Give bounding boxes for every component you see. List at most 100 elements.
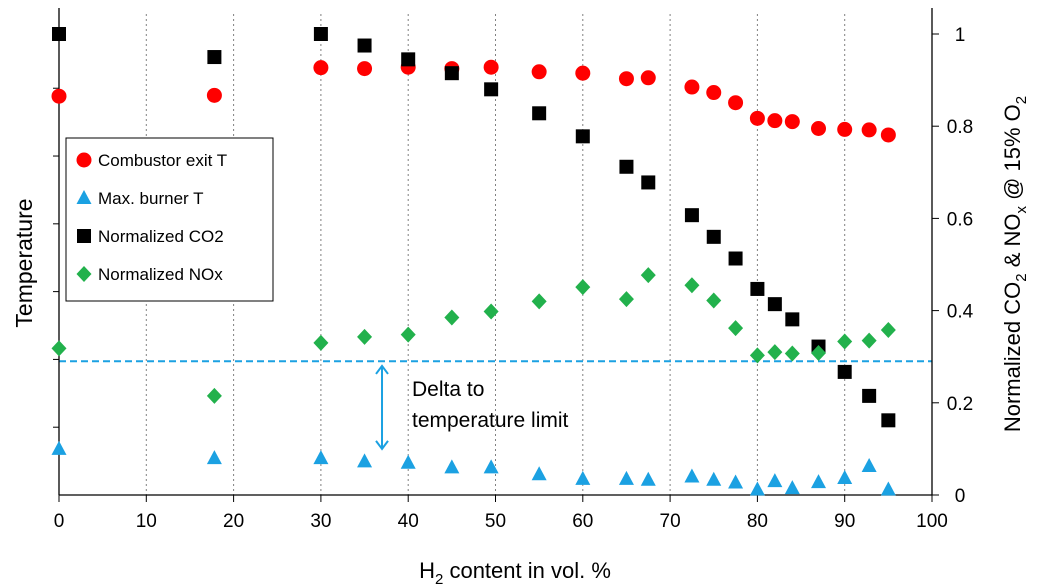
series-max-burner-t	[51, 440, 896, 496]
data-point	[749, 110, 765, 126]
x-axis-ticks: 0 10 20 30 40 50 60 70 80 90 100	[54, 495, 948, 532]
annotation-arrowhead-top	[375, 364, 389, 375]
data-point	[357, 328, 373, 345]
data-point	[206, 387, 222, 404]
data-point	[357, 38, 372, 53]
x-tick-label: 100	[916, 511, 948, 532]
data-point	[618, 71, 634, 87]
data-point	[532, 106, 547, 121]
legend-label: Normalized CO2	[98, 227, 224, 246]
data-point	[728, 251, 743, 266]
x-tick-label: 50	[485, 511, 506, 532]
data-point	[785, 312, 800, 327]
data-point	[784, 480, 800, 495]
legend-marker	[76, 266, 92, 282]
data-point	[401, 52, 416, 67]
data-point	[749, 347, 765, 364]
data-point	[313, 334, 329, 351]
y-right-axis-label: Normalized CO2 & NOx @ 15% O2	[1000, 96, 1030, 432]
data-point	[880, 127, 896, 143]
x-tick-label: 70	[660, 511, 681, 532]
data-point	[784, 345, 800, 362]
legend-marker	[76, 190, 92, 204]
data-point	[51, 440, 67, 455]
data-point	[207, 50, 222, 65]
data-point	[706, 292, 722, 309]
x-tick-label: 80	[747, 511, 768, 532]
legend: Combustor exit T Max. burner T Normalized …	[65, 137, 274, 302]
x-tick-label: 90	[834, 511, 855, 532]
data-point	[575, 470, 591, 485]
annotation-text-line-2: temperature limit	[412, 409, 569, 432]
annotation-arrowhead-bottom	[375, 440, 389, 451]
data-point	[881, 413, 896, 428]
data-point	[837, 121, 853, 137]
data-point	[750, 281, 765, 296]
data-point	[483, 459, 499, 474]
data-point	[483, 59, 499, 75]
annotation: Delta to temperature limit	[375, 364, 569, 451]
y-right-tick-label: 0.6	[947, 209, 973, 230]
data-point	[618, 291, 634, 308]
legend-box	[65, 137, 274, 302]
data-point	[575, 279, 591, 296]
data-point	[484, 82, 499, 97]
data-point	[640, 471, 656, 486]
x-tick-label: 60	[572, 511, 593, 532]
data-point	[641, 175, 656, 190]
data-point	[444, 309, 460, 326]
data-point	[684, 277, 700, 294]
data-point	[880, 481, 896, 496]
x-axis-label: H2 content in vol. %	[419, 558, 611, 584]
data-point	[684, 208, 699, 223]
data-point	[619, 159, 634, 174]
data-point	[728, 95, 744, 111]
data-point	[444, 66, 459, 81]
annotation-text-line-1: Delta to	[412, 378, 484, 401]
legend-marker	[76, 152, 92, 168]
data-point	[531, 466, 547, 481]
data-point	[811, 121, 827, 137]
data-point	[400, 454, 416, 469]
y-right-tick-label: 0.2	[947, 394, 973, 415]
data-point	[862, 388, 877, 403]
data-point	[811, 345, 827, 362]
series-group	[51, 27, 896, 496]
y-left-axis-label: Temperature	[11, 198, 37, 327]
x-tick-label: 40	[398, 511, 419, 532]
data-point	[784, 114, 800, 130]
data-point	[706, 471, 722, 486]
data-point	[313, 450, 329, 465]
data-point	[206, 450, 222, 465]
data-point	[706, 85, 722, 101]
series-combustor-exit-t	[51, 59, 896, 143]
data-point	[728, 320, 744, 337]
legend-marker	[77, 229, 91, 243]
data-point	[767, 344, 783, 361]
data-point	[861, 122, 877, 138]
data-point	[640, 267, 656, 284]
data-point	[837, 333, 853, 350]
y-right-tick-label: 1	[955, 25, 966, 46]
data-point	[52, 27, 66, 41]
y-right-tick-label: 0	[955, 486, 966, 507]
x-tick-label: 30	[310, 511, 331, 532]
legend-label: Normalized NOx	[98, 265, 223, 284]
y-right-tick-label: 0.8	[947, 117, 973, 138]
data-point	[618, 470, 634, 485]
data-point	[837, 469, 853, 484]
data-point	[684, 468, 700, 483]
data-point	[357, 453, 373, 468]
data-point	[767, 297, 782, 312]
y-right-tick-label: 0.4	[947, 302, 974, 323]
data-point	[531, 64, 547, 80]
data-point	[767, 113, 783, 129]
data-point	[575, 129, 590, 144]
legend-label: Max. burner T	[98, 189, 204, 208]
data-point	[640, 70, 656, 86]
data-point	[811, 474, 827, 489]
data-point	[767, 473, 783, 488]
data-point	[728, 474, 744, 489]
data-point	[444, 459, 460, 474]
